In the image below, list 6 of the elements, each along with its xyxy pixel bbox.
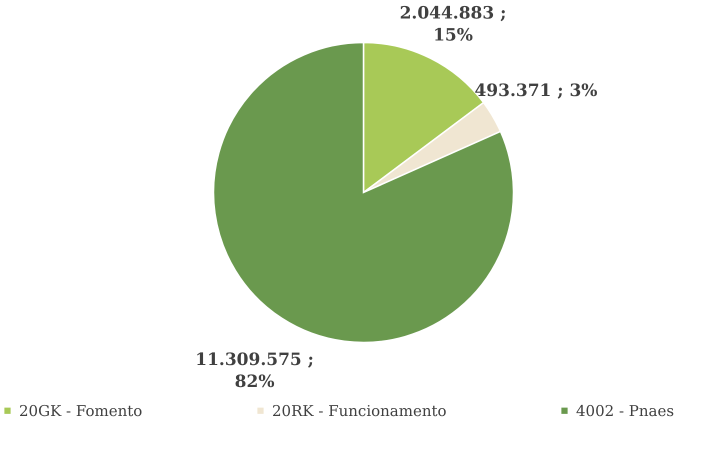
legend-label: 20GK - Fomento (19, 402, 142, 420)
data-label: 2.044.883 ; 15% (400, 4, 506, 46)
legend-label: 4002 - Pnaes (576, 402, 674, 420)
legend-label: 20RK - Funcionamento (272, 402, 447, 420)
data-label: 493.371 ; 3% (474, 81, 598, 102)
data-label: 11.309.575 ; 82% (195, 350, 314, 392)
